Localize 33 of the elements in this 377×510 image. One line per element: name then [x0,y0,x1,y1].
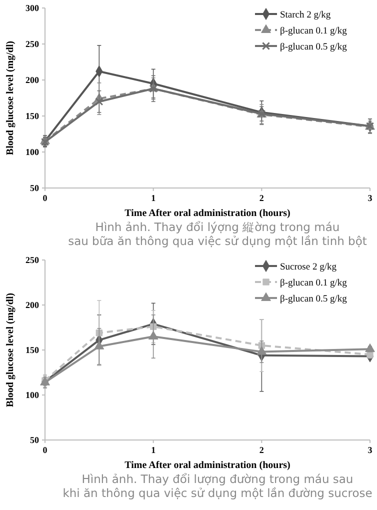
x-tick-label: 0 [42,193,48,203]
x-tick-label: 3 [368,193,373,203]
y-tick-label: 50 [30,183,40,194]
y-axis-title: Blood glucose level (mg/dl) [5,40,16,156]
y-axis-title: Blood glucose level (mg/dl) [5,292,16,408]
x-axis-title: Time After oral administration (hours) [124,460,290,471]
text: sau bữa ăn thông qua việc sử dụng một lần tinh bột [68,234,368,248]
x-axis-title: Time After oral administration (hours) [124,208,290,219]
x-tick-label: 2 [259,445,264,455]
x-tick-label: 1 [151,445,156,455]
y-tick-label: 100 [26,390,40,400]
legend-label: β-glucan 0.5 g/kg [280,294,348,304]
legend-label: Starch 2 g/kg [280,10,331,20]
y-tick-label: 150 [26,111,40,122]
y-tick-label: 100 [26,147,40,158]
text: Hình ảnh. Thay đổi lượng đường trong máu sau [82,472,354,486]
legend-label: β-glucan 0.1 g/kg [280,278,348,288]
y-tick-label: 300 [26,3,40,14]
y-tick-label: 50 [30,435,40,446]
y-tick-label: 150 [26,345,40,356]
legend-label: β-glucan 0.5 g/kg [280,42,348,52]
x-tick-label: 1 [151,193,156,203]
legend-label: Sucrose 2 g/kg [280,262,337,272]
y-tick-label: 250 [26,255,40,266]
y-tick-label: 200 [26,300,40,310]
y-tick-label: 250 [26,39,40,50]
x-tick-label: 0 [42,445,48,455]
x-tick-label: 2 [259,193,264,203]
text: Hình ảnh. Thay đổi lýợng 縦ờng trong máu [95,220,340,234]
x-tick-label: 3 [368,445,373,455]
text: khi ăn thông qua việc sử dụng một lần đường sucrose [62,486,372,500]
legend-label: β-glucan 0.1 g/kg [280,26,348,36]
y-tick-label: 200 [26,75,40,86]
